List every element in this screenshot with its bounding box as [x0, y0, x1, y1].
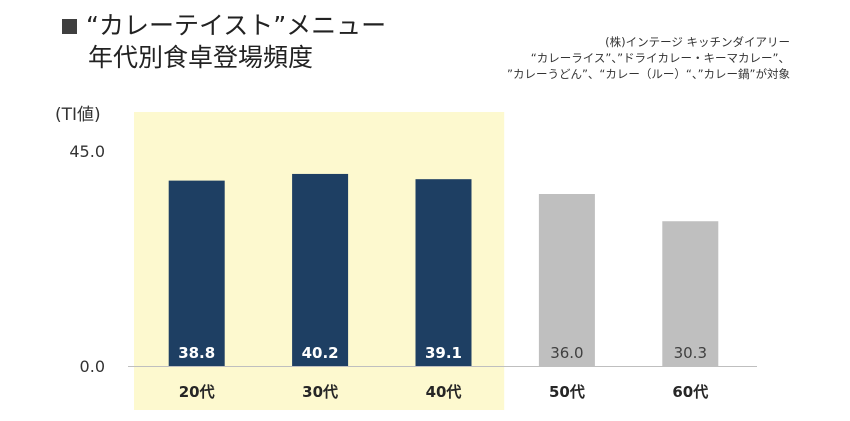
source-line-2: “カレーライス”、”ドライカレー・キーマカレー”、 [530, 51, 790, 65]
source-line-1: (株)インテージ キッチンダイアリー [605, 35, 790, 49]
x-category-label-0: 20代 [179, 383, 215, 401]
bar-value-label-2: 39.1 [425, 344, 462, 362]
source-note: (株)インテージ キッチンダイアリー “カレーライス”、”ドライカレー・キーマカ… [430, 34, 790, 82]
y-tick-label-1: 45.0 [69, 142, 105, 161]
x-labels-group: 20代 30代 40代 50代 60代 [179, 383, 708, 401]
bar-value-label-0: 38.8 [178, 344, 215, 362]
source-line-3: ”カレーうどん”、“カレー（ルー）“、”カレー鍋”が対象 [507, 67, 790, 81]
title-line-1: “カレーテイスト”メニュー [62, 10, 386, 42]
chart-title: “カレーテイスト”メニュー 年代別食卓登場頻度 [62, 10, 386, 74]
bar-value-label-3: 36.0 [550, 344, 583, 362]
y-ticks-group: 0.0 45.0 [69, 142, 105, 376]
title-text-1: “カレーテイスト”メニュー [86, 11, 387, 40]
bar-value-label-4: 30.3 [674, 344, 707, 362]
bar-4 [662, 221, 719, 366]
bar-value-label-1: 40.2 [302, 344, 339, 362]
y-tick-label-0: 0.0 [80, 357, 105, 376]
title-line-2: 年代別食卓登場頻度 [88, 43, 314, 72]
y-axis-title: (TI値) [55, 105, 101, 125]
x-category-label-4: 60代 [672, 383, 708, 401]
square-bullet-icon [62, 18, 77, 34]
bar-2 [415, 179, 472, 366]
x-category-label-2: 40代 [426, 383, 462, 401]
bar-1 [292, 173, 349, 366]
bars-group: 38.8 40.2 39.1 36.0 30.3 [168, 173, 719, 366]
x-category-label-1: 30代 [302, 383, 338, 401]
bar-3 [538, 194, 595, 366]
x-category-label-3: 50代 [549, 383, 585, 401]
bar-0 [168, 180, 225, 366]
